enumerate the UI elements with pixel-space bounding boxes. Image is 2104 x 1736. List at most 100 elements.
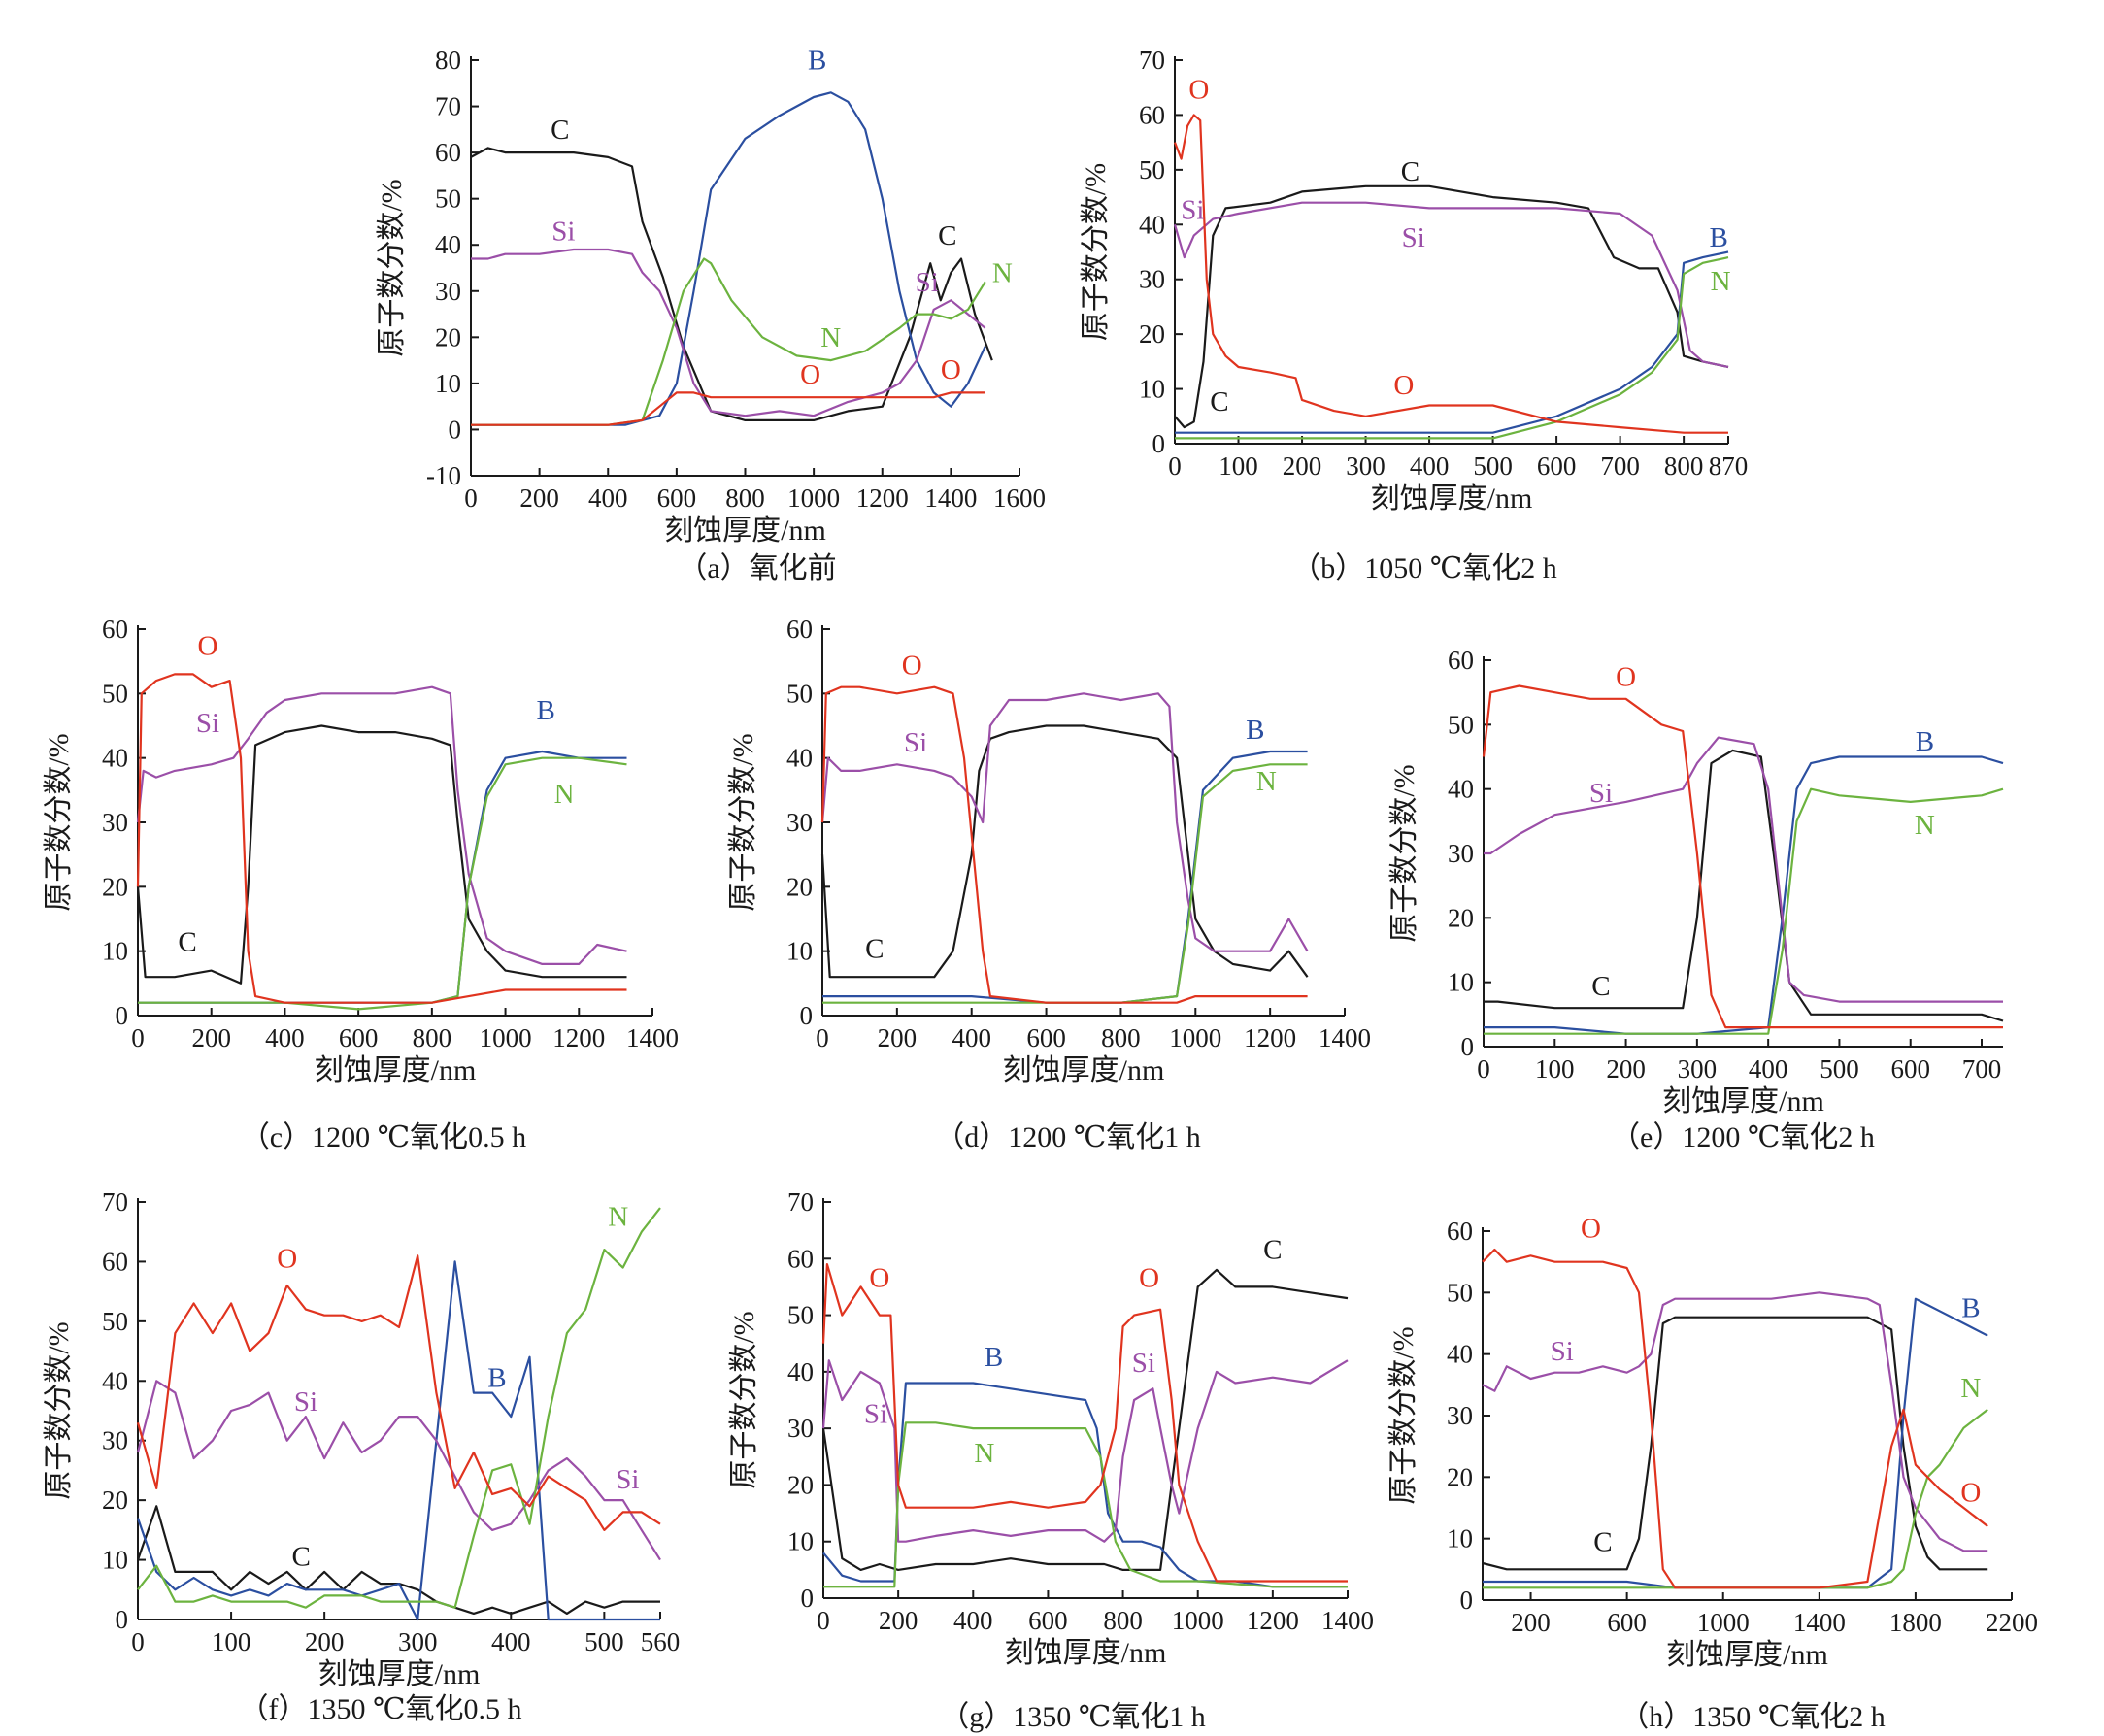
- x-tick-label: 200: [879, 1606, 918, 1635]
- chart-caption: （d）1200 ℃氧化1 h: [935, 1121, 1201, 1153]
- chart-caption: （f）1350 ℃氧化0.5 h: [239, 1693, 521, 1725]
- series-line-n: [138, 756, 627, 1011]
- y-tick-label: 40: [102, 1366, 128, 1395]
- y-axis-title: 原子数分数/%: [1387, 1326, 1419, 1504]
- x-tick-label: 200: [878, 1023, 918, 1052]
- series-label-c: C: [938, 220, 956, 251]
- series-label-o: O: [941, 354, 961, 385]
- series-label-si: Si: [294, 1386, 317, 1418]
- x-tick-label: 100: [1535, 1054, 1575, 1084]
- series-line-b: [1175, 250, 1729, 434]
- y-tick-label: 0: [800, 1001, 814, 1030]
- series-label-c: C: [1593, 1526, 1612, 1557]
- x-tick-label: 100: [212, 1627, 251, 1656]
- x-tick-label: 200: [191, 1023, 231, 1052]
- series-line-si: [471, 248, 986, 417]
- series-line-b: [822, 1382, 1348, 1588]
- series-line-o: [471, 391, 985, 426]
- series-label-n: N: [1960, 1373, 1981, 1404]
- x-tick-label: 400: [588, 484, 628, 513]
- x-tick-label: 1400: [1321, 1606, 1374, 1635]
- series-label-b: B: [1246, 715, 1264, 746]
- chart-panel: 0 10 20 30 40 50 60 70 0 100 200 300 400 500 560 刻蚀厚度/n…: [43, 1187, 680, 1725]
- y-tick-label: 30: [435, 277, 461, 306]
- y-tick-label: 30: [102, 808, 128, 837]
- y-tick-label: 40: [1448, 775, 1474, 804]
- x-tick-label: 600: [657, 484, 697, 513]
- series-line-n: [823, 1421, 1348, 1588]
- x-tick-label: 400: [1410, 451, 1450, 481]
- y-tick-label: 0: [1152, 429, 1166, 458]
- series-label-c: C: [178, 927, 196, 958]
- x-tick-label: 400: [953, 1606, 993, 1635]
- y-tick-label: 10: [786, 937, 813, 966]
- x-tick-label: 400: [265, 1023, 305, 1052]
- y-tick-label: 30: [1447, 1401, 1473, 1430]
- y-tick-label: 20: [435, 322, 461, 351]
- y-tick-label: 70: [787, 1187, 814, 1217]
- y-tick-label: 20: [787, 1470, 814, 1499]
- x-tick-label: 400: [952, 1023, 991, 1052]
- x-tick-label: 1800: [1889, 1608, 1942, 1637]
- y-tick-label: 30: [786, 808, 813, 837]
- x-tick-label: 1000: [1169, 1023, 1221, 1052]
- series-line-si: [136, 1380, 661, 1561]
- series-label-si: Si: [616, 1464, 639, 1495]
- series-label-si: Si: [864, 1398, 887, 1429]
- series-label-n: N: [992, 257, 1013, 288]
- series-label-n: N: [608, 1202, 628, 1233]
- series-label-si: Si: [1402, 222, 1425, 253]
- y-axis-title: 原子数分数/%: [1080, 163, 1112, 341]
- series-line-o: [1482, 684, 2003, 1029]
- x-tick-label: 0: [131, 1627, 145, 1656]
- series-label-o: O: [197, 631, 217, 662]
- series-line-c: [1484, 749, 2004, 1022]
- x-axis-title: 刻蚀厚度/nm: [1666, 1639, 1828, 1671]
- series-line-o: [821, 1263, 1348, 1583]
- chart-caption: （b）1050 ℃氧化2 h: [1291, 552, 1557, 584]
- y-tick-label: 0: [116, 1605, 129, 1634]
- y-tick-label: 0: [1460, 1586, 1474, 1615]
- x-tick-label: 1000: [787, 484, 840, 513]
- series-label-c: C: [551, 115, 569, 146]
- series-label-n: N: [1256, 766, 1277, 797]
- x-tick-label: 1200: [552, 1023, 605, 1052]
- y-tick-label: 50: [786, 679, 813, 708]
- y-tick-label: 20: [786, 872, 813, 901]
- x-axis-title: 刻蚀厚度/nm: [664, 515, 826, 547]
- series-line-o: [820, 685, 1308, 1004]
- x-tick-label: 800: [1664, 451, 1704, 481]
- y-axis-title: 原子数分数/%: [728, 1311, 760, 1488]
- series-label-si: Si: [1589, 778, 1613, 809]
- x-axis-title: 刻蚀厚度/nm: [1662, 1085, 1824, 1118]
- x-tick-label: 1200: [856, 484, 909, 513]
- x-tick-label: 200: [1606, 1054, 1646, 1084]
- y-tick-label: 40: [786, 744, 813, 773]
- series-line-c: [1482, 1316, 1988, 1571]
- series-label-b: B: [808, 46, 826, 77]
- series-line-c: [820, 724, 1309, 979]
- y-tick-label: 40: [435, 230, 461, 259]
- x-axis-title: 刻蚀厚度/nm: [1005, 1637, 1167, 1669]
- y-tick-label: 50: [102, 679, 128, 708]
- y-tick-label: 60: [787, 1244, 814, 1273]
- series-label-n: N: [974, 1438, 994, 1469]
- y-tick-label: 50: [1447, 1278, 1473, 1307]
- y-tick-label: 10: [1447, 1524, 1473, 1553]
- x-tick-label: 300: [1346, 451, 1386, 481]
- chart-caption: （e）1200 ℃氧化2 h: [1611, 1121, 1875, 1153]
- series-line-si: [821, 1359, 1349, 1543]
- series-label-si: Si: [1132, 1348, 1155, 1379]
- y-tick-label: 20: [102, 1486, 128, 1515]
- y-axis-title: 原子数分数/%: [1388, 764, 1420, 942]
- series-label-c: C: [1263, 1234, 1282, 1265]
- x-tick-label: 0: [464, 484, 478, 513]
- y-tick-label: 0: [449, 415, 462, 444]
- x-tick-label: 400: [491, 1627, 531, 1656]
- y-tick-label: 20: [1448, 903, 1474, 932]
- x-tick-label: 600: [1890, 1054, 1930, 1084]
- x-tick-label: 870: [1709, 451, 1749, 481]
